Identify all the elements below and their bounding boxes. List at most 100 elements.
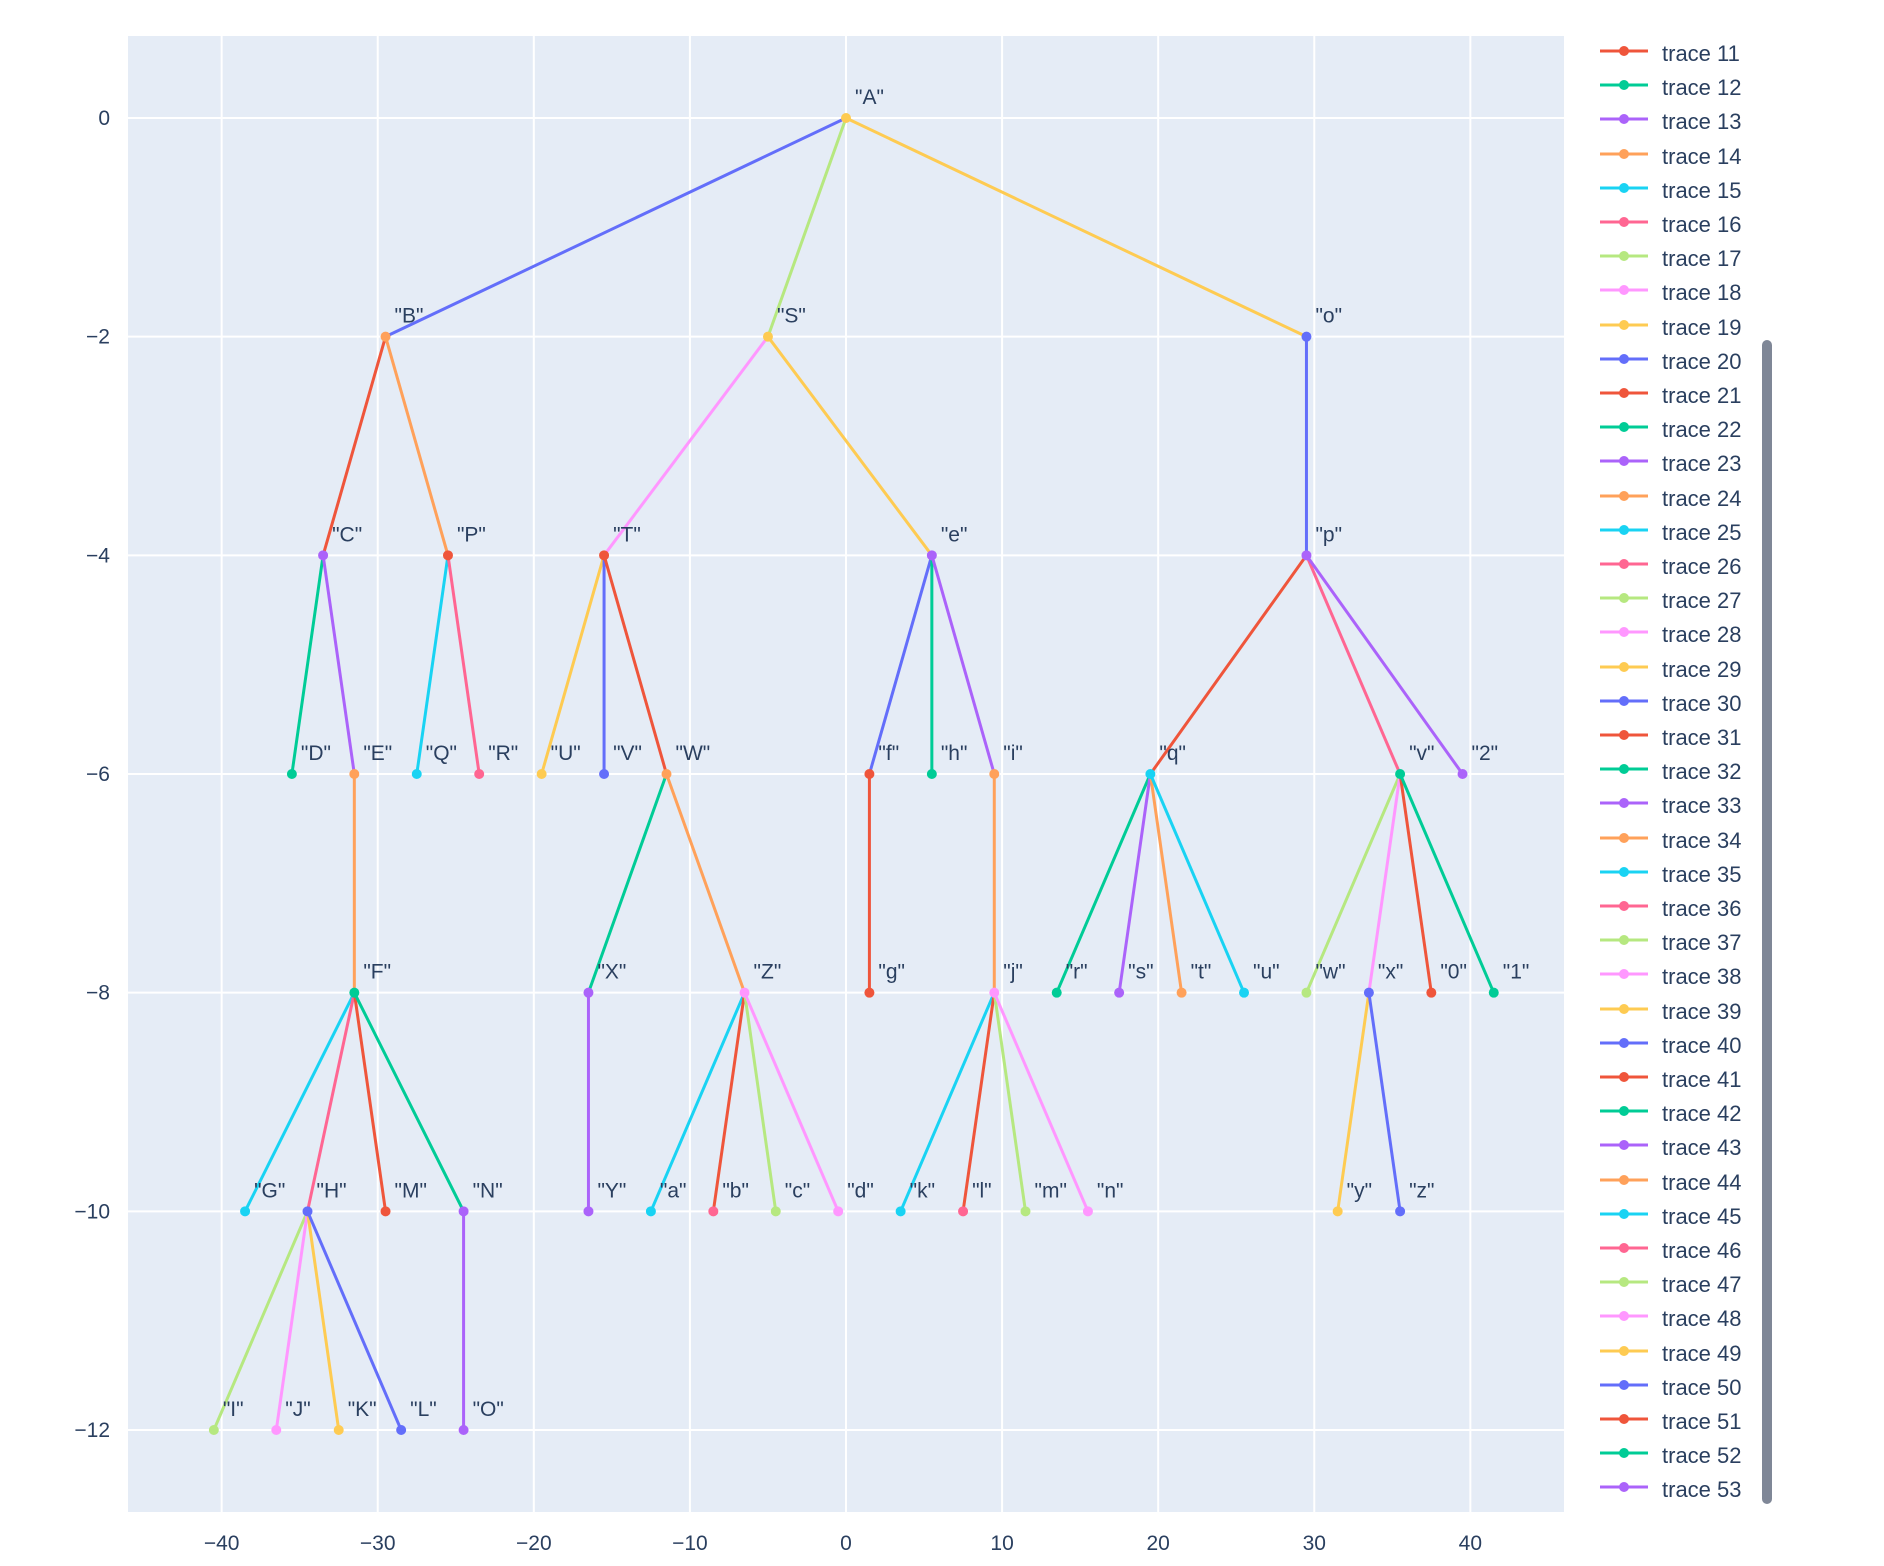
node-J[interactable] (271, 1425, 282, 1435)
node-C[interactable] (318, 550, 329, 561)
node-f[interactable] (864, 769, 875, 779)
legend-scrollbar[interactable] (1762, 340, 1772, 1504)
node-e[interactable] (926, 550, 937, 561)
node-q[interactable] (1145, 769, 1156, 779)
node-Z[interactable] (739, 987, 750, 998)
node-B[interactable] (380, 331, 391, 342)
node-U[interactable] (536, 769, 547, 779)
legend-item[interactable]: trace 40 (1596, 1028, 1796, 1062)
legend-item[interactable]: trace 44 (1596, 1165, 1796, 1199)
node-E[interactable] (349, 769, 360, 779)
node-b[interactable] (708, 1206, 719, 1217)
node-s[interactable] (1114, 987, 1125, 998)
node-A[interactable] (841, 113, 851, 123)
legend-item[interactable]: trace 23 (1596, 446, 1796, 480)
node-1[interactable] (1488, 987, 1499, 998)
legend-item[interactable]: trace 53 (1596, 1472, 1796, 1506)
legend-item[interactable]: trace 28 (1596, 617, 1796, 651)
node-u[interactable] (1239, 987, 1250, 998)
node-v[interactable] (1395, 769, 1406, 779)
node-0[interactable] (1426, 987, 1437, 998)
legend-item[interactable]: trace 14 (1596, 139, 1796, 173)
node-c[interactable] (770, 1206, 781, 1217)
legend-item[interactable]: trace 11 (1596, 36, 1796, 70)
node-x[interactable] (1363, 987, 1374, 998)
legend-item[interactable]: trace 12 (1596, 70, 1796, 104)
legend-item[interactable]: trace 34 (1596, 823, 1796, 857)
node-n[interactable] (1082, 1206, 1093, 1217)
legend-item[interactable]: trace 18 (1596, 275, 1796, 309)
legend-item[interactable]: trace 19 (1596, 310, 1796, 344)
legend-item[interactable]: trace 16 (1596, 207, 1796, 241)
legend-item[interactable]: trace 15 (1596, 173, 1796, 207)
node-R[interactable] (474, 769, 485, 779)
legend-item[interactable]: trace 26 (1596, 549, 1796, 583)
node-r[interactable] (1051, 987, 1062, 998)
legend-item[interactable]: trace 20 (1596, 344, 1796, 378)
node-K[interactable] (333, 1425, 344, 1435)
legend-item[interactable]: trace 42 (1596, 1096, 1796, 1130)
node-W[interactable] (661, 769, 672, 779)
legend-item[interactable]: trace 39 (1596, 994, 1796, 1028)
node-a[interactable] (645, 1206, 656, 1217)
node-S[interactable] (762, 331, 773, 342)
edge-v-1 (1398, 773, 1496, 994)
node-P[interactable] (442, 550, 453, 561)
legend-item[interactable]: trace 21 (1596, 378, 1796, 412)
legend-item[interactable]: trace 49 (1596, 1336, 1796, 1370)
node-m[interactable] (1020, 1206, 1031, 1217)
legend-item[interactable]: trace 47 (1596, 1267, 1796, 1301)
node-w[interactable] (1301, 987, 1312, 998)
node-t[interactable] (1176, 987, 1187, 998)
node-o[interactable] (1301, 331, 1312, 342)
legend-item[interactable]: trace 31 (1596, 720, 1796, 754)
legend-item[interactable]: trace 46 (1596, 1233, 1796, 1267)
node-G[interactable] (240, 1206, 251, 1217)
node-l[interactable] (958, 1206, 969, 1217)
node-D[interactable] (286, 769, 297, 779)
node-j[interactable] (989, 987, 1000, 998)
node-F[interactable] (349, 987, 360, 998)
legend-item[interactable]: trace 27 (1596, 583, 1796, 617)
legend-item[interactable]: trace 43 (1596, 1130, 1796, 1164)
node-V[interactable] (599, 769, 610, 779)
node-O[interactable] (458, 1425, 469, 1435)
node-Q[interactable] (411, 769, 422, 779)
node-2[interactable] (1457, 769, 1468, 779)
legend-item[interactable]: trace 36 (1596, 891, 1796, 925)
legend-item[interactable]: trace 51 (1596, 1404, 1796, 1438)
node-Y[interactable] (583, 1206, 594, 1217)
legend-item[interactable]: trace 50 (1596, 1370, 1796, 1404)
node-p[interactable] (1301, 550, 1312, 561)
node-H[interactable] (302, 1206, 313, 1217)
legend-item[interactable]: trace 29 (1596, 652, 1796, 686)
node-I[interactable] (208, 1425, 219, 1435)
legend-item[interactable]: trace 52 (1596, 1438, 1796, 1472)
legend-item[interactable]: trace 33 (1596, 788, 1796, 822)
node-z[interactable] (1395, 1206, 1406, 1217)
node-h[interactable] (926, 769, 937, 779)
node-g[interactable] (864, 987, 875, 998)
legend-item[interactable]: trace 38 (1596, 959, 1796, 993)
legend-item[interactable]: trace 13 (1596, 104, 1796, 138)
legend-item[interactable]: trace 22 (1596, 412, 1796, 446)
legend-item[interactable]: trace 37 (1596, 925, 1796, 959)
node-L[interactable] (396, 1425, 407, 1435)
legend-item[interactable]: trace 48 (1596, 1301, 1796, 1335)
node-N[interactable] (458, 1206, 469, 1217)
node-M[interactable] (380, 1206, 391, 1217)
node-k[interactable] (895, 1206, 906, 1217)
legend-item[interactable]: trace 32 (1596, 754, 1796, 788)
legend-item[interactable]: trace 24 (1596, 481, 1796, 515)
node-X[interactable] (583, 987, 594, 998)
legend-item[interactable]: trace 25 (1596, 515, 1796, 549)
legend-item[interactable]: trace 30 (1596, 686, 1796, 720)
node-i[interactable] (989, 769, 1000, 779)
node-T[interactable] (599, 550, 610, 561)
node-d[interactable] (833, 1206, 844, 1217)
node-y[interactable] (1332, 1206, 1343, 1217)
legend-item[interactable]: trace 17 (1596, 241, 1796, 275)
legend-item[interactable]: trace 45 (1596, 1199, 1796, 1233)
legend-item[interactable]: trace 41 (1596, 1062, 1796, 1096)
legend-item[interactable]: trace 35 (1596, 857, 1796, 891)
